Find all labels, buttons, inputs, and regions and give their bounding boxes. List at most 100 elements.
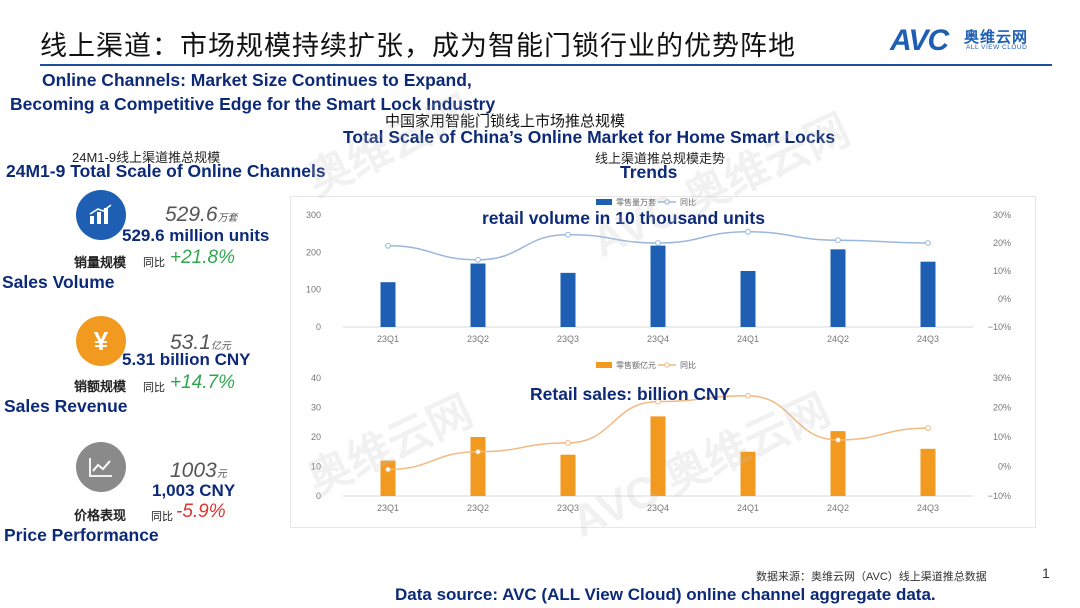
price-value: 1003元 xyxy=(170,459,227,482)
sales-revenue-yoy: +14.7% xyxy=(170,372,235,393)
volume-bar xyxy=(650,245,666,327)
trend-title-cn: 线上渠道推总规模走势 xyxy=(595,151,726,166)
volume-legend-line-marker xyxy=(664,199,670,205)
sales-yoy-point xyxy=(835,437,841,443)
volume-legend-bar-swatch xyxy=(596,199,612,205)
price-label-cn: 价格表现 xyxy=(74,508,127,523)
volume-y2-tick: 10% xyxy=(993,266,1011,276)
trend-title-en: Trends xyxy=(620,162,678,182)
sales-bar xyxy=(920,448,936,496)
subtitle-en-line2: Becoming a Competitive Edge for the Smar… xyxy=(10,94,496,114)
volume-x-tick: 23Q4 xyxy=(647,334,669,344)
volume-y2-tick: −10% xyxy=(988,322,1011,332)
page-title: 线上渠道：市场规模持续扩张，成为智能门锁行业的优势阵地 xyxy=(40,31,796,61)
sales-y2-tick: 20% xyxy=(993,403,1011,413)
sales-bar xyxy=(650,416,666,496)
sales-y-tick: 0 xyxy=(316,491,321,501)
volume-x-tick: 23Q1 xyxy=(377,334,399,344)
volume-x-tick: 24Q1 xyxy=(737,334,759,344)
volume-bar xyxy=(740,271,756,327)
volume-y-tick: 100 xyxy=(306,285,321,295)
volume-legend-bar-label: 零售量万套 xyxy=(616,197,656,207)
volume-y-tick: 300 xyxy=(306,210,321,220)
volume-y-tick: 200 xyxy=(306,247,321,257)
volume-x-tick: 24Q3 xyxy=(917,334,939,344)
sales-y-tick: 40 xyxy=(311,373,321,383)
volume-x-tick: 23Q3 xyxy=(557,334,579,344)
price-en-label: Price Performance xyxy=(4,525,159,545)
sales-y2-tick: 10% xyxy=(993,432,1011,442)
volume-yoy-point xyxy=(565,231,571,238)
avc-logo: AVC 奥维云网 ALL VIEW CLOUD xyxy=(890,26,1060,58)
sales-volume-yoy-label: 同比 xyxy=(143,257,165,269)
sales-legend-bar-label: 零售额亿元 xyxy=(616,360,656,370)
price-en: 1,003 CNY xyxy=(152,481,236,500)
logo-en-text: ALL VIEW CLOUD xyxy=(966,44,1028,51)
sales-revenue-label-cn: 销额规模 xyxy=(74,379,127,394)
sales-x-tick: 23Q3 xyxy=(557,503,579,513)
volume-bar xyxy=(380,282,396,327)
volume-annotation: retail volume in 10 thousand units xyxy=(482,208,765,228)
sales-y2-tick: −10% xyxy=(988,491,1011,501)
sales-bar xyxy=(470,437,486,496)
sales-y2-tick: 0% xyxy=(998,462,1011,472)
sales-bar xyxy=(560,454,576,496)
sales-revenue-en-label: Sales Revenue xyxy=(4,396,128,416)
sales-y-tick: 30 xyxy=(311,403,321,413)
section-title-cn: 中国家用智能门锁线上市场推总规模 xyxy=(385,113,626,130)
sales-bar xyxy=(740,451,756,496)
kpi-header-cn: 24M1-9线上渠道推总规模 xyxy=(72,150,221,165)
sales-y2-tick: 30% xyxy=(993,373,1011,383)
volume-x-tick: 24Q2 xyxy=(827,334,849,344)
sales-legend-line-label: 同比 xyxy=(680,360,696,370)
volume-y2-tick: 20% xyxy=(993,238,1011,248)
sales-revenue-en: 5.31 billion CNY xyxy=(122,350,251,369)
sales-annotation: Retail sales: billion CNY xyxy=(530,384,731,404)
sales-revenue-value: 53.1亿元 xyxy=(170,331,231,354)
sales-x-tick: 23Q2 xyxy=(467,503,489,513)
sales-yoy-point xyxy=(385,466,391,473)
volume-yoy-point xyxy=(925,240,931,246)
volume-y2-tick: 0% xyxy=(998,294,1011,304)
volume-yoy-point xyxy=(655,240,661,246)
volume-yoy-point xyxy=(475,256,481,263)
sales-x-tick: 23Q1 xyxy=(377,503,399,513)
section-title-en: Total Scale of China’s Online Market for… xyxy=(343,127,836,147)
kpi-header-en: 24M1-9 Total Scale of Online Channels xyxy=(6,161,326,181)
volume-legend-line-label: 同比 xyxy=(680,197,696,207)
sales-yoy-point xyxy=(925,425,931,432)
source-cn: 数据来源：奥维云网（AVC）线上渠道推总数据 xyxy=(756,571,987,583)
sales-volume-en-label: Sales Volume xyxy=(2,272,115,292)
header-divider xyxy=(40,64,1052,66)
subtitle-en-line1: Online Channels: Market Size Continues t… xyxy=(42,70,472,90)
logo-avc-text: AVC xyxy=(890,24,949,57)
trend-chart-panel: 零售量万套 同比 0 100 200 300 −10% 0% 10% 20% 30% 23Q1 23Q2… xyxy=(290,196,1036,528)
sales-x-tick: 23Q4 xyxy=(647,503,669,513)
sales-bar xyxy=(380,460,396,496)
price-yoy-label: 同比 xyxy=(151,511,173,523)
sales-bar xyxy=(830,431,846,496)
volume-yoy-point xyxy=(835,237,841,244)
price-yoy: -5.9% xyxy=(176,501,226,522)
volume-yoy-point xyxy=(385,242,391,249)
sales-volume-en: 529.6 million units xyxy=(122,226,270,245)
volume-x-tick: 23Q2 xyxy=(467,334,489,344)
volume-y-tick: 0 xyxy=(316,322,321,332)
sales-yoy-point xyxy=(655,398,661,405)
volume-bar xyxy=(560,272,576,327)
sales-legend-line-marker xyxy=(664,362,670,368)
sales-yoy-point xyxy=(745,392,751,399)
volume-bar xyxy=(830,249,846,327)
sales-volume-yoy: +21.8% xyxy=(170,247,235,268)
source-en: Data source: AVC (ALL View Cloud) online… xyxy=(395,585,936,604)
sales-revenue-yoy-label: 同比 xyxy=(143,382,165,394)
sales-y-tick: 10 xyxy=(311,462,321,472)
sales-x-tick: 24Q1 xyxy=(737,503,759,513)
sales-yoy-point xyxy=(565,440,571,446)
volume-yoy-point xyxy=(745,228,751,235)
sales-volume-value: 529.6万套 xyxy=(165,203,238,226)
bar-chart-icon xyxy=(76,190,126,240)
sales-y-tick: 20 xyxy=(311,432,321,442)
page-number: 1 xyxy=(1042,565,1050,581)
